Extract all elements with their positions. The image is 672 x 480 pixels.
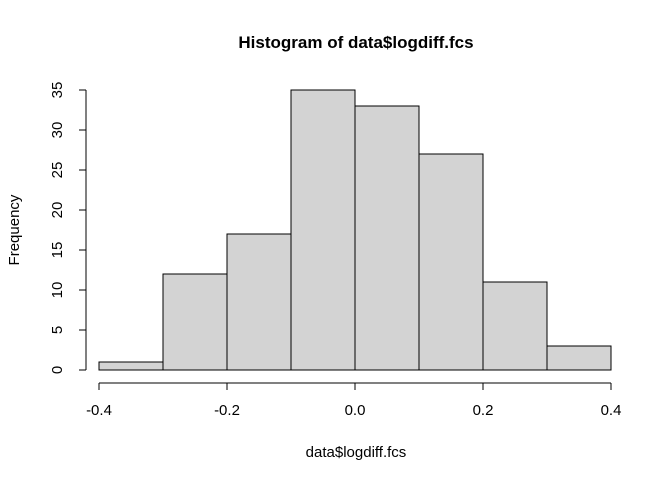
y-tick-label-5: 25 (49, 162, 66, 179)
histogram-bar-3 (290, 89, 356, 371)
histogram-bar-4 (354, 105, 420, 371)
y-axis-label: Frequency (6, 194, 23, 265)
histogram-bar-6 (482, 281, 548, 371)
y-tick-label-1: 5 (49, 326, 66, 334)
histogram-bar-1 (162, 273, 228, 371)
x-tick-label-1: -0.2 (214, 402, 240, 419)
y-tick-label-2: 10 (49, 282, 66, 299)
y-tick-label-4: 20 (49, 202, 66, 219)
y-tick-label-0: 0 (49, 366, 66, 374)
x-axis-label: data$logdiff.fcs (306, 444, 407, 461)
histogram-bar-5 (418, 153, 484, 371)
x-tick-label-2: 0.0 (345, 402, 366, 419)
bars-group (98, 89, 612, 371)
x-tick-label-0: -0.4 (86, 402, 112, 419)
x-axis: -0.4 -0.2 0.0 0.2 0.4 (86, 382, 622, 419)
chart-title: Histogram of data$logdiff.fcs (238, 33, 473, 52)
histogram-bar-2 (226, 233, 292, 371)
histogram-bar-7 (546, 345, 612, 371)
y-axis: 0 5 10 15 20 25 30 35 (49, 82, 87, 374)
y-tick-label-7: 35 (49, 82, 66, 99)
histogram-bar-0 (98, 361, 164, 371)
y-tick-label-6: 30 (49, 122, 66, 139)
y-tick-label-3: 15 (49, 242, 66, 259)
x-tick-label-4: 0.4 (601, 402, 622, 419)
x-tick-label-3: 0.2 (473, 402, 494, 419)
